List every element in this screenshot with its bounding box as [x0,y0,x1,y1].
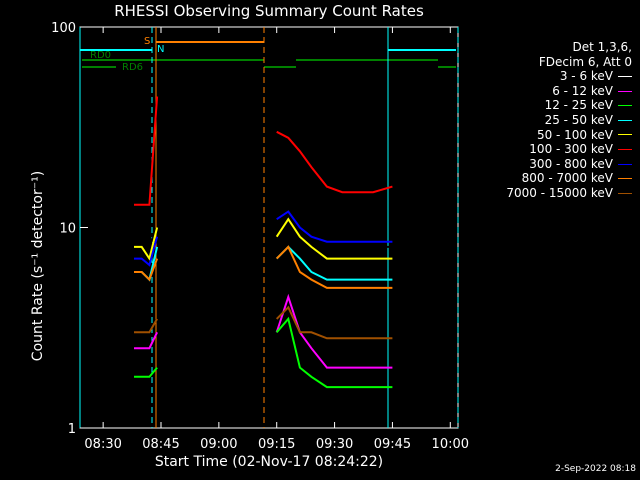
chart-title: RHESSI Observing Summary Count Rates [114,2,424,20]
x-tick-label: 10:00 [432,437,469,452]
plot-frame [79,26,459,429]
series-line [276,210,393,243]
y-axis-label: Count Rate (s⁻¹ detector⁻¹) [30,170,46,362]
legend-label: 50 - 100 keV [536,127,613,142]
legend-item: 12 - 25 keV [506,98,632,113]
legend-swatch [618,119,632,121]
series-line [134,96,159,206]
series-line [275,305,393,340]
legend-swatch [618,75,632,77]
y-tick-label: 1 [68,422,76,437]
legend-swatch [618,178,632,180]
legend-swatch [618,90,632,92]
legend-item: 6 - 12 keV [506,84,632,99]
legend-item: 300 - 800 keV [506,157,632,172]
legend-swatch [618,105,632,107]
annotation-label: N [157,44,164,55]
series-line [275,293,393,369]
series-line [134,236,159,267]
series-line [275,245,393,281]
legend-item: 50 - 100 keV [506,128,632,143]
series-line [134,366,158,378]
series-line [275,316,393,389]
x-tick-label: 08:45 [142,437,179,452]
x-tick-label: 09:00 [200,437,237,452]
legend-item: 800 - 7000 keV [506,171,632,186]
legend-label: 800 - 7000 keV [521,171,613,186]
legend-label: 12 - 25 keV [544,98,613,113]
legend-swatch [618,192,632,194]
x-axis-label: Start Time (02-Nov-17 08:24:22) [154,454,384,470]
annotation-label: RD6 [122,62,143,73]
legend-item: 7000 - 15000 keV [506,186,632,201]
y-tick-label: 10 [59,222,76,237]
legend-item: 100 - 300 keV [506,142,632,157]
legend-label: 6 - 12 keV [552,83,613,98]
legend-item: 3 - 6 keV [506,69,632,84]
series-line [134,227,159,249]
series-line [134,227,159,262]
legend-item: 25 - 50 keV [506,113,632,128]
x-tick-label: 09:45 [374,437,411,452]
annotation-label: RD0 [90,50,111,61]
x-tick-label: 09:15 [258,437,295,452]
legend-header-2: FDecim 6, Att 0 [538,54,632,69]
annotation-label: S [144,36,150,47]
legend-label: 100 - 300 keV [529,142,613,157]
series-line [275,217,393,260]
series-line [276,130,393,194]
series-line [134,331,159,350]
legend-swatch [618,134,632,136]
series-line [134,258,159,282]
timestamp: 2-Sep-2022 08:18 [555,464,636,474]
x-tick-label: 08:30 [84,437,121,452]
legend-label: 300 - 800 keV [529,156,613,171]
x-tick-label: 09:30 [316,437,353,452]
legend-swatch [618,163,632,165]
series-line [134,318,158,334]
legend-header-1: Det 1,3,6, [572,40,633,54]
legend-label: 3 - 6 keV [559,69,613,84]
legend-label: 7000 - 15000 keV [506,185,613,200]
legend-label: 25 - 50 keV [544,112,613,127]
legend-swatch [618,148,632,150]
y-tick-label: 100 [51,21,76,36]
series-line [275,245,393,289]
legend: Det 1,3,6, FDecim 6, Att 0 3 - 6 keV 6 - … [506,40,632,201]
